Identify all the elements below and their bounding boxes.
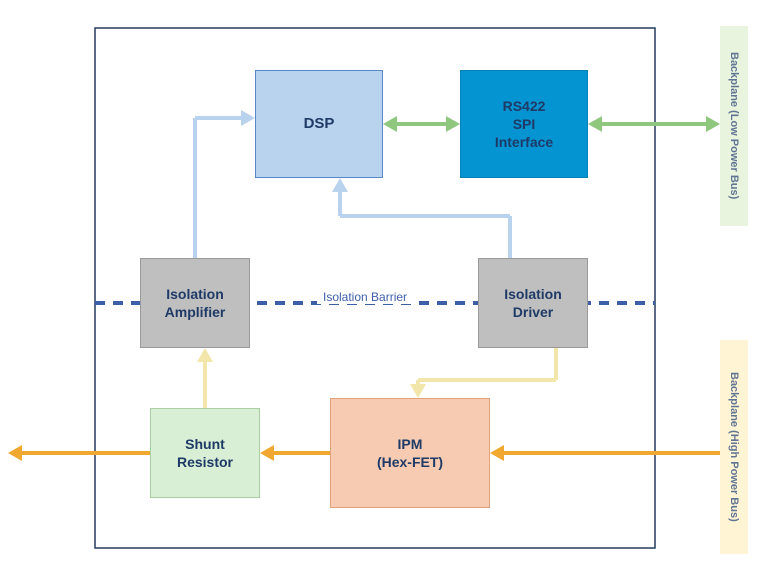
block-rs422-spi-interface: RS422 SPI Interface <box>460 70 588 178</box>
arrow-isoamp-to-dsp <box>195 110 255 258</box>
block-isolation-amplifier: Isolation Amplifier <box>140 258 250 348</box>
block-dsp: DSP <box>255 70 383 178</box>
arrow-backplane-to-ipm <box>490 445 720 461</box>
backplane-high-power-bus: Backplane (High Power Bus) <box>720 340 748 554</box>
block-shunt-resistor: Shunt Resistor <box>150 408 260 498</box>
arrow-ipm-to-shunt <box>260 445 330 461</box>
arrow-isodrv-to-ipm <box>410 348 556 398</box>
arrow-isodrv-to-dsp <box>332 178 510 258</box>
arrow-rs422-backplane-bi <box>588 116 720 132</box>
arrow-shunt-to-out <box>8 445 150 461</box>
block-ipm-hexfet: IPM (Hex-FET) <box>330 398 490 508</box>
arrow-dsp-rs422-bi <box>383 116 460 132</box>
arrow-shunt-to-isoamp <box>197 348 213 408</box>
backplane-low-power-bus: Backplane (Low Power Bus) <box>720 26 748 226</box>
block-isolation-driver: Isolation Driver <box>478 258 588 348</box>
isolation-barrier-label: Isolation Barrier <box>317 290 413 304</box>
